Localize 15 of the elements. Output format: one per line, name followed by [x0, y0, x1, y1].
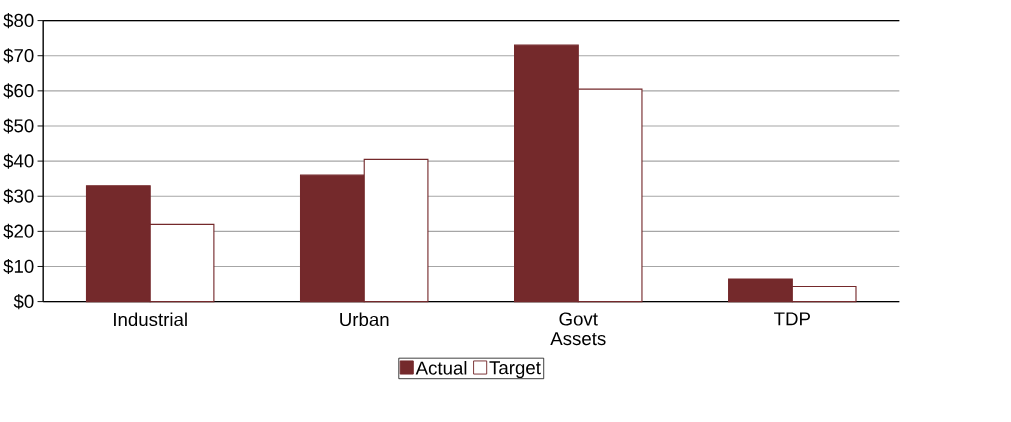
legend-label: Actual — [415, 361, 467, 375]
y-tick-label: $10 — [3, 259, 34, 275]
x-tick-label: Industrial — [114, 312, 187, 327]
x-tick-label: TDP — [774, 312, 810, 326]
x-tick-label: Urban — [340, 312, 389, 327]
y-tick-label: $80 — [3, 13, 34, 29]
x-tick-label: Govt Assets — [550, 312, 606, 346]
y-tick-label: $70 — [3, 48, 34, 64]
legend-label: Target — [489, 361, 541, 379]
y-tick-label: $0 — [13, 294, 34, 310]
y-tick-label: $40 — [3, 153, 34, 169]
y-tick-label: $20 — [3, 224, 34, 240]
y-tick-label: $50 — [3, 118, 34, 134]
y-tick-label: $30 — [3, 188, 34, 205]
y-tick-label: $60 — [3, 83, 34, 99]
